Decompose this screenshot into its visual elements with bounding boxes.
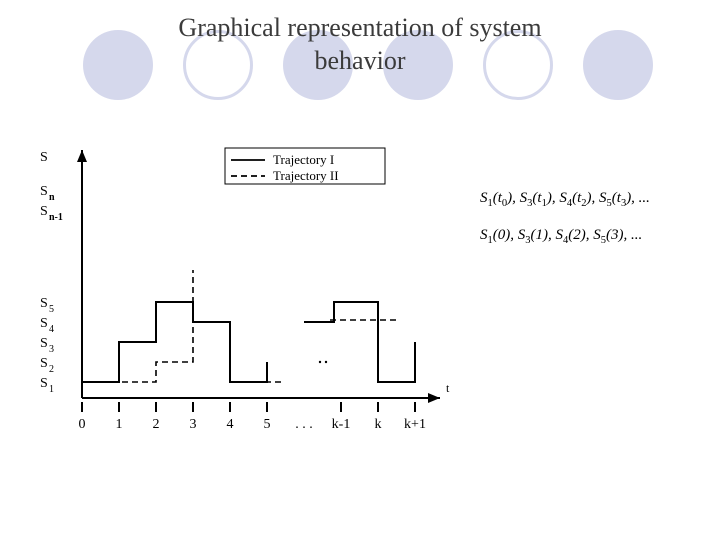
formula-line-1: S1(t0), S3(t1), S4(t2), S5(t3), ... <box>480 190 710 209</box>
svg-text:1: 1 <box>49 384 54 395</box>
slide-root: Graphical representation of system behav… <box>0 0 720 540</box>
svg-text:n: n <box>49 192 55 203</box>
svg-text:S: S <box>40 316 48 331</box>
svg-text:Trajectory I: Trajectory I <box>273 152 334 167</box>
svg-text:S: S <box>40 336 48 351</box>
svg-text:k+1: k+1 <box>404 417 426 432</box>
svg-text:k-1: k-1 <box>332 417 351 432</box>
svg-text:. . .: . . . <box>295 417 313 432</box>
formula-block: S1(t0), S3(t1), S4(t2), S5(t3), ... S1(0… <box>480 190 710 264</box>
step-chart: 012345. . .k-1kk+1tSSnSn-1S5S4S3S2S1Traj… <box>20 140 460 460</box>
svg-text:4: 4 <box>227 417 234 432</box>
svg-text:3: 3 <box>190 417 197 432</box>
svg-text:S: S <box>40 150 48 165</box>
svg-text:2: 2 <box>153 417 160 432</box>
svg-text:S: S <box>40 204 48 219</box>
svg-text:5: 5 <box>49 304 54 315</box>
svg-text:S: S <box>40 184 48 199</box>
svg-text:3: 3 <box>49 344 54 355</box>
title-line-1: Graphical representation of system <box>178 13 541 42</box>
svg-text:t: t <box>446 381 450 395</box>
slide-title: Graphical representation of system behav… <box>0 12 720 77</box>
svg-text:S: S <box>40 376 48 391</box>
svg-text:2: 2 <box>49 364 54 375</box>
svg-text:5: 5 <box>264 417 271 432</box>
svg-text:0: 0 <box>79 417 86 432</box>
svg-text:1: 1 <box>116 417 123 432</box>
svg-text:k: k <box>375 417 382 432</box>
formula-line-2: S1(0), S3(1), S4(2), S5(3), ... <box>480 227 710 246</box>
svg-text:n-1: n-1 <box>49 212 63 223</box>
svg-text:S: S <box>40 356 48 371</box>
svg-text:Trajectory II: Trajectory II <box>273 168 339 183</box>
svg-text:4: 4 <box>49 324 54 335</box>
svg-text:S: S <box>40 296 48 311</box>
title-line-2: behavior <box>315 46 406 75</box>
